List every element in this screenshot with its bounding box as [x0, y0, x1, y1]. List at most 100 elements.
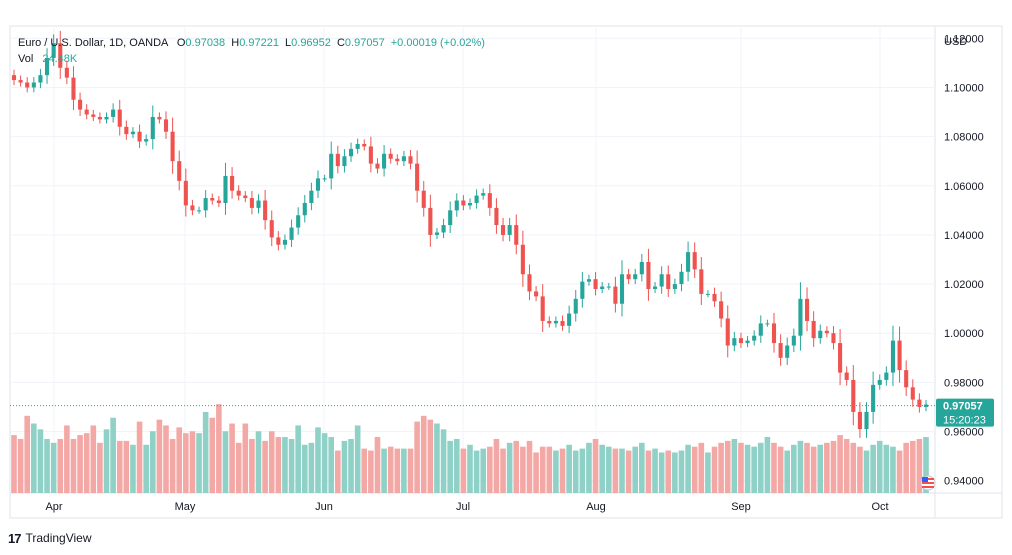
- candle-body: [824, 330, 829, 334]
- us-flag-icon[interactable]: [920, 475, 936, 491]
- tradingview-logo-icon: 17: [8, 530, 22, 546]
- horizontal-gridlines: [10, 37, 935, 482]
- price-tick-label: 1.06000: [944, 181, 984, 193]
- candle-body: [276, 237, 281, 245]
- candle-body: [494, 207, 499, 226]
- volume-bar: [374, 437, 381, 493]
- candle-body: [864, 411, 869, 430]
- volume-bar: [202, 411, 209, 493]
- volume-bar: [295, 425, 301, 493]
- volume-bar: [658, 452, 665, 493]
- candle-body: [38, 75, 43, 83]
- volume-bar: [275, 437, 282, 493]
- candle-body: [884, 372, 889, 380]
- volume-bar: [341, 440, 348, 493]
- candle-body: [798, 298, 803, 336]
- volume-bar: [282, 437, 288, 493]
- candle-body: [890, 340, 896, 373]
- candle-body: [606, 286, 611, 288]
- volume-label[interactable]: Vol: [18, 53, 34, 65]
- candle-body: [18, 80, 23, 83]
- legend-price-row: Euro / U.S. Dollar, 1D, OANDA O0.97038 H…: [18, 35, 485, 51]
- candle-body: [520, 244, 525, 275]
- candle-body: [580, 281, 585, 299]
- low-label: L: [285, 37, 292, 49]
- volume-bar: [301, 444, 308, 493]
- candle-body: [368, 146, 373, 164]
- candle-body: [765, 323, 770, 325]
- candle-body: [785, 345, 790, 358]
- candle-body: [778, 343, 783, 358]
- candle-body: [758, 323, 763, 336]
- volume-bar: [321, 433, 328, 493]
- candle-body: [791, 335, 796, 346]
- candle-body: [309, 190, 314, 203]
- volume-bar: [427, 419, 434, 493]
- volume-bar: [883, 444, 890, 493]
- time-axis-label: Sep: [731, 501, 751, 513]
- candle-body: [163, 119, 169, 132]
- candle-body: [421, 190, 426, 208]
- volume-bar: [440, 429, 447, 493]
- candle-body: [600, 286, 605, 289]
- candle-body: [203, 198, 208, 211]
- volume-bar: [923, 437, 929, 493]
- brand-footer[interactable]: 17 TradingView: [8, 528, 92, 548]
- volume-bar: [771, 442, 777, 493]
- candle-body: [844, 372, 849, 380]
- volume-bar: [909, 440, 916, 493]
- symbol-title[interactable]: Euro / U.S. Dollar, 1D, OANDA: [18, 37, 168, 49]
- candle-body: [434, 232, 440, 235]
- candle-body: [507, 225, 512, 235]
- candle-body: [223, 175, 228, 203]
- candle-body: [454, 200, 459, 211]
- candle-body: [11, 75, 17, 81]
- volume-bar: [255, 431, 262, 493]
- candle-body: [712, 293, 717, 302]
- volume-bar: [37, 429, 44, 493]
- candle-body: [243, 195, 248, 199]
- volume-bar: [757, 442, 764, 493]
- volume-bar: [11, 435, 17, 493]
- candle-body: [467, 202, 473, 206]
- volume-bar: [249, 438, 255, 493]
- candle-body: [738, 338, 744, 344]
- time-axis-label: Aug: [586, 501, 606, 513]
- high-value: 0.97221: [239, 37, 279, 49]
- volume-bar: [183, 433, 189, 493]
- candle-body: [573, 298, 578, 314]
- volume-bar: [44, 438, 50, 493]
- volume-bar: [586, 442, 592, 493]
- volume-bar: [619, 448, 625, 493]
- candle-body: [137, 131, 142, 142]
- volume-bar: [123, 440, 130, 493]
- volume-bar: [837, 435, 843, 493]
- candle-body: [686, 252, 691, 272]
- bar-countdown: 15:20:23: [943, 415, 986, 427]
- volume-bar: [857, 446, 863, 493]
- volume-bar: [189, 431, 196, 493]
- volume-bar: [711, 446, 718, 493]
- candle-body: [190, 205, 195, 211]
- candle-body: [871, 384, 876, 412]
- volume-bar: [216, 404, 222, 493]
- volume-bar: [143, 444, 149, 493]
- volume-bar: [817, 444, 824, 493]
- volume-bar: [17, 438, 24, 493]
- candle-body: [500, 225, 506, 235]
- candle-body: [586, 279, 592, 282]
- vertical-gridlines: [53, 26, 881, 493]
- volume-bar: [810, 446, 817, 493]
- volume-bar: [579, 448, 586, 493]
- last-price-badge: 0.97057 15:20:23: [936, 398, 994, 427]
- candle-body: [699, 269, 704, 294]
- candle-body: [553, 320, 558, 324]
- volume-bar: [434, 423, 440, 493]
- volume-bar: [368, 450, 374, 493]
- volume-bar: [804, 442, 810, 493]
- volume-bar: [335, 450, 341, 493]
- candle-body: [613, 286, 618, 304]
- volume-value: 24.48K: [42, 53, 78, 65]
- candle-body: [78, 99, 83, 110]
